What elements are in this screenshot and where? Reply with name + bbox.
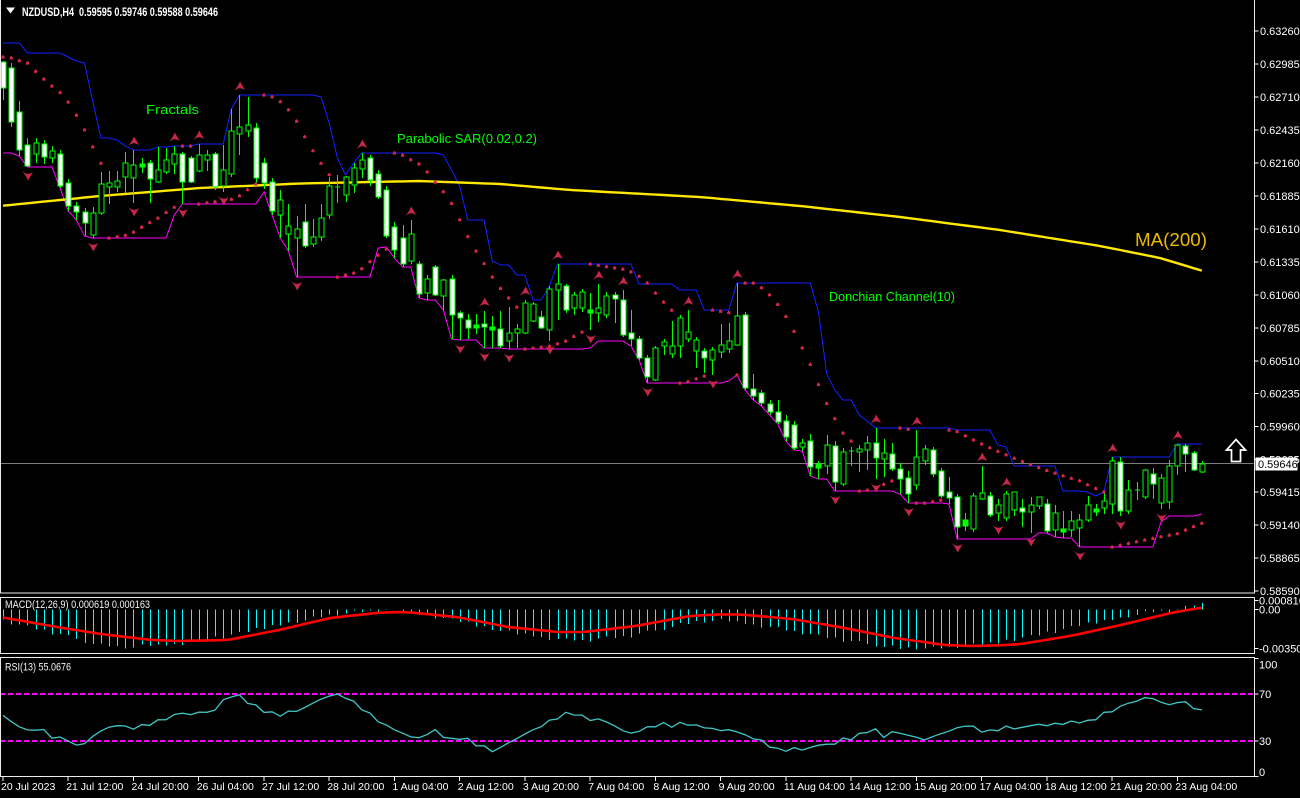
svg-text:3 Aug 20:00: 3 Aug 20:00 — [523, 781, 579, 793]
svg-text:2 Aug 12:00: 2 Aug 12:00 — [458, 781, 514, 793]
svg-text:-0.003509: -0.003509 — [1259, 643, 1300, 655]
svg-text:8 Aug 12:00: 8 Aug 12:00 — [653, 781, 709, 793]
svg-text:0.59415: 0.59415 — [1260, 487, 1300, 499]
svg-text:0.62435: 0.62435 — [1260, 125, 1300, 137]
svg-text:0.61885: 0.61885 — [1260, 191, 1300, 203]
svg-text:15 Aug 20:00: 15 Aug 20:00 — [914, 781, 976, 793]
svg-text:0.61610: 0.61610 — [1260, 224, 1300, 236]
svg-text:0.60235: 0.60235 — [1260, 389, 1300, 401]
svg-text:NZDUSD,H4 0.59595 0.59746 0.5: NZDUSD,H4 0.59595 0.59746 0.59588 0.5964… — [22, 5, 218, 19]
svg-text:26 Jul 04:00: 26 Jul 04:00 — [197, 781, 254, 793]
svg-text:28 Jul 20:00: 28 Jul 20:00 — [327, 781, 384, 793]
svg-text:21 Aug 20:00: 21 Aug 20:00 — [1110, 781, 1172, 793]
svg-text:0.61060: 0.61060 — [1260, 290, 1300, 302]
svg-text:18 Aug 12:00: 18 Aug 12:00 — [1045, 781, 1107, 793]
svg-text:0.60510: 0.60510 — [1260, 356, 1300, 368]
svg-text:24 Jul 20:00: 24 Jul 20:00 — [132, 781, 189, 793]
svg-text:7 Aug 04:00: 7 Aug 04:00 — [588, 781, 644, 793]
svg-text:0.61335: 0.61335 — [1260, 257, 1300, 269]
svg-text:0.62710: 0.62710 — [1260, 92, 1300, 104]
svg-text:14 Aug 12:00: 14 Aug 12:00 — [849, 781, 911, 793]
svg-text:0.59960: 0.59960 — [1260, 422, 1300, 434]
svg-text:27 Jul 12:00: 27 Jul 12:00 — [262, 781, 319, 793]
svg-text:30: 30 — [1259, 736, 1271, 748]
svg-text:0.59140: 0.59140 — [1260, 520, 1300, 532]
svg-text:0.59646: 0.59646 — [1258, 459, 1298, 471]
svg-text:Donchian Channel(10): Donchian Channel(10) — [829, 289, 955, 304]
svg-text:0.58590: 0.58590 — [1260, 586, 1300, 598]
svg-text:0.60785: 0.60785 — [1260, 323, 1300, 335]
svg-text:100: 100 — [1259, 660, 1277, 672]
svg-text:0.62160: 0.62160 — [1260, 158, 1300, 170]
svg-text:1 Aug 04:00: 1 Aug 04:00 — [392, 781, 448, 793]
svg-text:21 Jul 12:00: 21 Jul 12:00 — [66, 781, 123, 793]
svg-text:0.000816: 0.000816 — [1259, 596, 1300, 608]
svg-text:0.00: 0.00 — [1259, 605, 1280, 617]
svg-text:0.63260: 0.63260 — [1260, 26, 1300, 38]
svg-text:MACD(12,26,9) 0.000619 0.00016: MACD(12,26,9) 0.000619 0.000163 — [5, 599, 150, 611]
svg-text:17 Aug 04:00: 17 Aug 04:00 — [980, 781, 1042, 793]
svg-text:MA(200): MA(200) — [1135, 230, 1207, 250]
svg-text:Parabolic SAR(0.02,0.2): Parabolic SAR(0.02,0.2) — [397, 131, 537, 146]
svg-text:9 Aug 20:00: 9 Aug 20:00 — [719, 781, 775, 793]
svg-text:20 Jul 2023: 20 Jul 2023 — [1, 781, 55, 793]
svg-text:70: 70 — [1259, 689, 1271, 701]
svg-text:0.58865: 0.58865 — [1260, 553, 1300, 565]
svg-text:0.62985: 0.62985 — [1260, 59, 1300, 71]
svg-text:11 Aug 04:00: 11 Aug 04:00 — [784, 781, 845, 793]
svg-text:Fractals: Fractals — [146, 102, 200, 117]
svg-text:RSI(13) 55.0676: RSI(13) 55.0676 — [5, 662, 71, 674]
svg-text:0: 0 — [1259, 767, 1265, 779]
svg-text:23 Aug 04:00: 23 Aug 04:00 — [1175, 781, 1237, 793]
